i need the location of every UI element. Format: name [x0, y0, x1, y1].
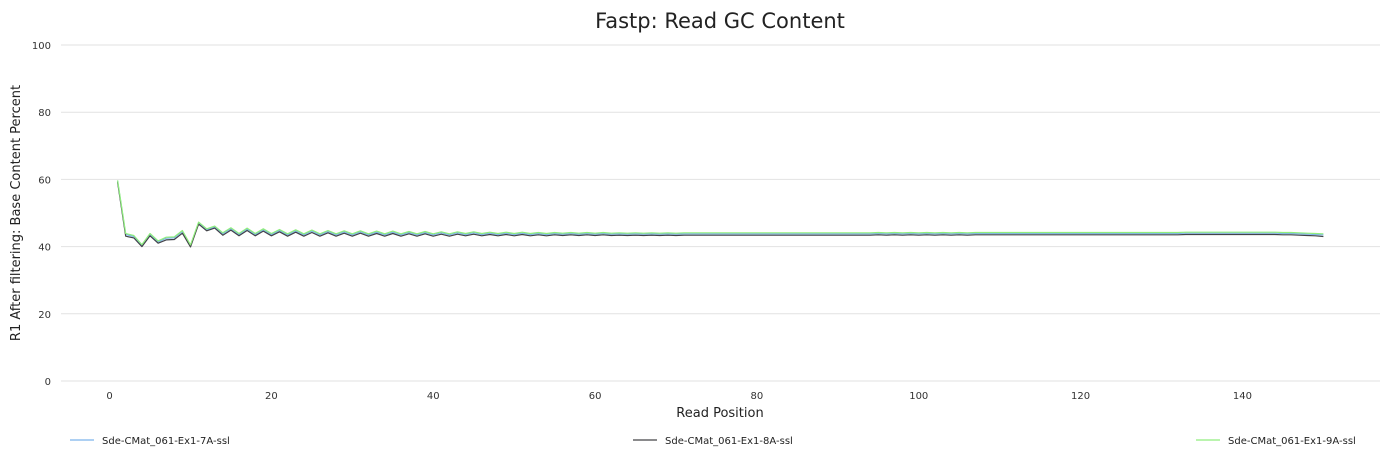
series-line-Sde-CMat_061-Ex1-8A-ssl[interactable]: [117, 182, 1324, 248]
y-tick-label: 20: [38, 310, 51, 321]
x-tick-label: 80: [751, 391, 764, 402]
x-tick-label: 0: [106, 391, 112, 402]
y-tick-label: 0: [45, 377, 51, 388]
x-axis-label: Read Position: [676, 406, 763, 421]
y-tick-label: 100: [32, 41, 51, 52]
x-tick-label: 60: [589, 391, 602, 402]
y-tick-label: 40: [38, 243, 51, 254]
legend: Sde-CMat_061-Ex1-7A-ssl Sde-CMat_061-Ex1-…: [70, 436, 1356, 447]
y-tick-label: 60: [38, 175, 51, 186]
chart-title: Fastp: Read GC Content: [595, 9, 845, 33]
x-tick-label: 20: [265, 391, 278, 402]
x-tick-label: 140: [1233, 391, 1252, 402]
x-axis-ticks: 0 20 40 60 80 100 120 140: [106, 391, 1252, 402]
y-axis-ticks: 0 20 40 60 80 100: [32, 41, 51, 388]
x-tick-label: 40: [427, 391, 440, 402]
series-line-Sde-CMat_061-Ex1-7A-ssl[interactable]: [117, 181, 1324, 247]
legend-item-label[interactable]: Sde-CMat_061-Ex1-8A-ssl: [665, 436, 793, 447]
x-tick-label: 100: [909, 391, 928, 402]
series-line-Sde-CMat_061-Ex1-9A-ssl[interactable]: [117, 180, 1324, 246]
series-lines: [117, 180, 1324, 248]
legend-item-label[interactable]: Sde-CMat_061-Ex1-9A-ssl: [1228, 436, 1356, 447]
y-axis-label: R1 After filtering: Base Content Percent: [9, 85, 24, 341]
y-tick-label: 80: [38, 108, 51, 119]
legend-item-label[interactable]: Sde-CMat_061-Ex1-7A-ssl: [102, 436, 230, 447]
x-tick-label: 120: [1071, 391, 1090, 402]
grid-lines: [61, 44, 1380, 382]
